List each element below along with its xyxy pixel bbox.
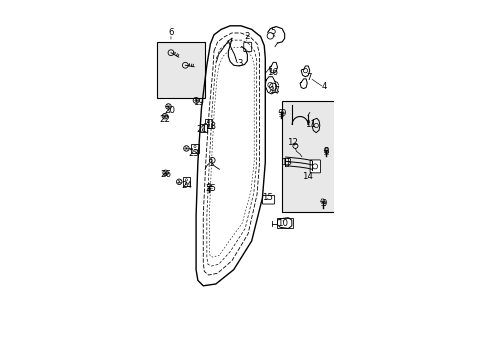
- FancyBboxPatch shape: [156, 42, 204, 98]
- Text: 25: 25: [204, 184, 216, 193]
- Text: 3: 3: [237, 59, 243, 68]
- Polygon shape: [207, 184, 211, 186]
- Text: 23: 23: [188, 149, 199, 158]
- Text: 11: 11: [305, 120, 316, 129]
- Text: 6: 6: [168, 28, 173, 37]
- Text: 1: 1: [207, 159, 213, 168]
- Polygon shape: [324, 148, 328, 150]
- FancyBboxPatch shape: [282, 101, 373, 212]
- FancyBboxPatch shape: [199, 124, 206, 132]
- Text: 21: 21: [196, 125, 207, 134]
- Text: 16: 16: [266, 68, 277, 77]
- FancyBboxPatch shape: [262, 195, 274, 204]
- Text: 18: 18: [204, 122, 216, 131]
- Text: 9: 9: [321, 199, 326, 208]
- Polygon shape: [278, 109, 283, 112]
- Text: 24: 24: [181, 181, 191, 190]
- Text: 22: 22: [159, 114, 170, 123]
- Text: 10: 10: [276, 219, 287, 228]
- FancyBboxPatch shape: [309, 160, 320, 173]
- Text: 19: 19: [193, 98, 203, 107]
- Text: 8: 8: [323, 147, 328, 156]
- Text: 15: 15: [262, 193, 273, 202]
- Text: 17: 17: [269, 86, 280, 95]
- Polygon shape: [320, 199, 324, 202]
- Text: 4: 4: [321, 82, 326, 91]
- Text: 9: 9: [280, 109, 285, 118]
- Text: 20: 20: [164, 105, 175, 114]
- FancyBboxPatch shape: [183, 177, 190, 186]
- FancyBboxPatch shape: [277, 218, 292, 228]
- Text: 7: 7: [305, 73, 311, 82]
- Text: 26: 26: [160, 170, 171, 179]
- FancyBboxPatch shape: [244, 42, 251, 51]
- FancyBboxPatch shape: [191, 144, 198, 153]
- Text: 5: 5: [270, 27, 275, 36]
- Text: 14: 14: [301, 172, 312, 181]
- Text: 12: 12: [287, 138, 298, 147]
- Text: 13: 13: [281, 158, 292, 167]
- Text: 2: 2: [244, 32, 249, 41]
- FancyBboxPatch shape: [204, 119, 212, 128]
